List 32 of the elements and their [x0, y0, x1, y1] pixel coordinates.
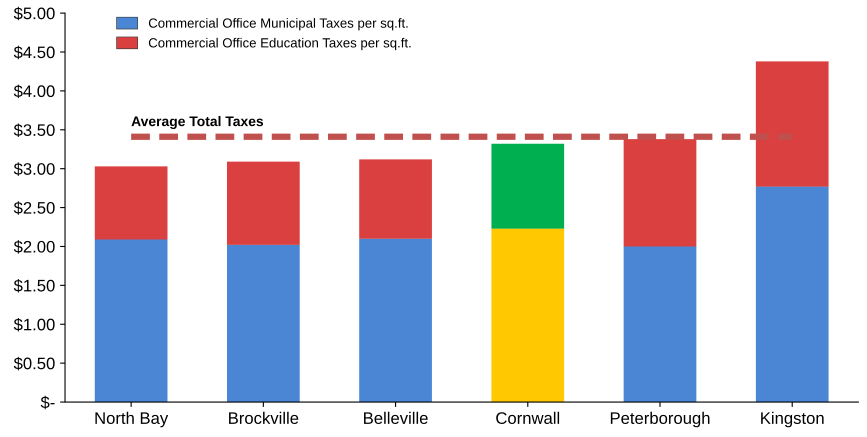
x-tick-label: Cornwall	[496, 412, 560, 424]
y-tick-label: $3.00	[14, 162, 55, 176]
bar	[226, 162, 300, 245]
bar	[756, 61, 829, 187]
bar	[359, 159, 432, 239]
bar	[491, 228, 564, 402]
x-tick-label: North Bay	[95, 412, 168, 428]
y-tick-label: $1.00	[14, 318, 55, 332]
x-tick-label: Kingston	[761, 412, 824, 428]
bar	[491, 144, 564, 229]
legend-label: Commercial Office Education Taxes per sq.ft.	[148, 38, 411, 50]
y-tick-label: $3.50	[14, 123, 55, 137]
bar	[94, 239, 168, 402]
bar	[94, 166, 168, 240]
x-tick-label: Peterborough	[610, 412, 710, 428]
ref-line-label: Average Total Taxes	[131, 116, 264, 130]
y-tick-label: $4.00	[14, 84, 55, 98]
y-tick-label: $5.00	[14, 6, 55, 20]
x-tick-label: Belleville	[364, 412, 428, 424]
y-tick-label: $2.50	[14, 201, 55, 215]
bar	[756, 186, 829, 402]
y-tick-label: $4.50	[14, 46, 55, 60]
y-tick-label: $1.50	[14, 279, 55, 293]
y-tick-label: $2.00	[14, 240, 55, 254]
bar	[359, 238, 432, 402]
x-tick-label: Brockville	[229, 412, 298, 424]
y-tick-label: $0.50	[14, 356, 55, 370]
bar	[624, 246, 696, 402]
bar	[226, 244, 300, 402]
y-tick-label: $-	[40, 396, 55, 410]
bar	[624, 139, 696, 246]
legend-label: Commercial Office Municipal Taxes per sq.ft.	[148, 18, 408, 30]
